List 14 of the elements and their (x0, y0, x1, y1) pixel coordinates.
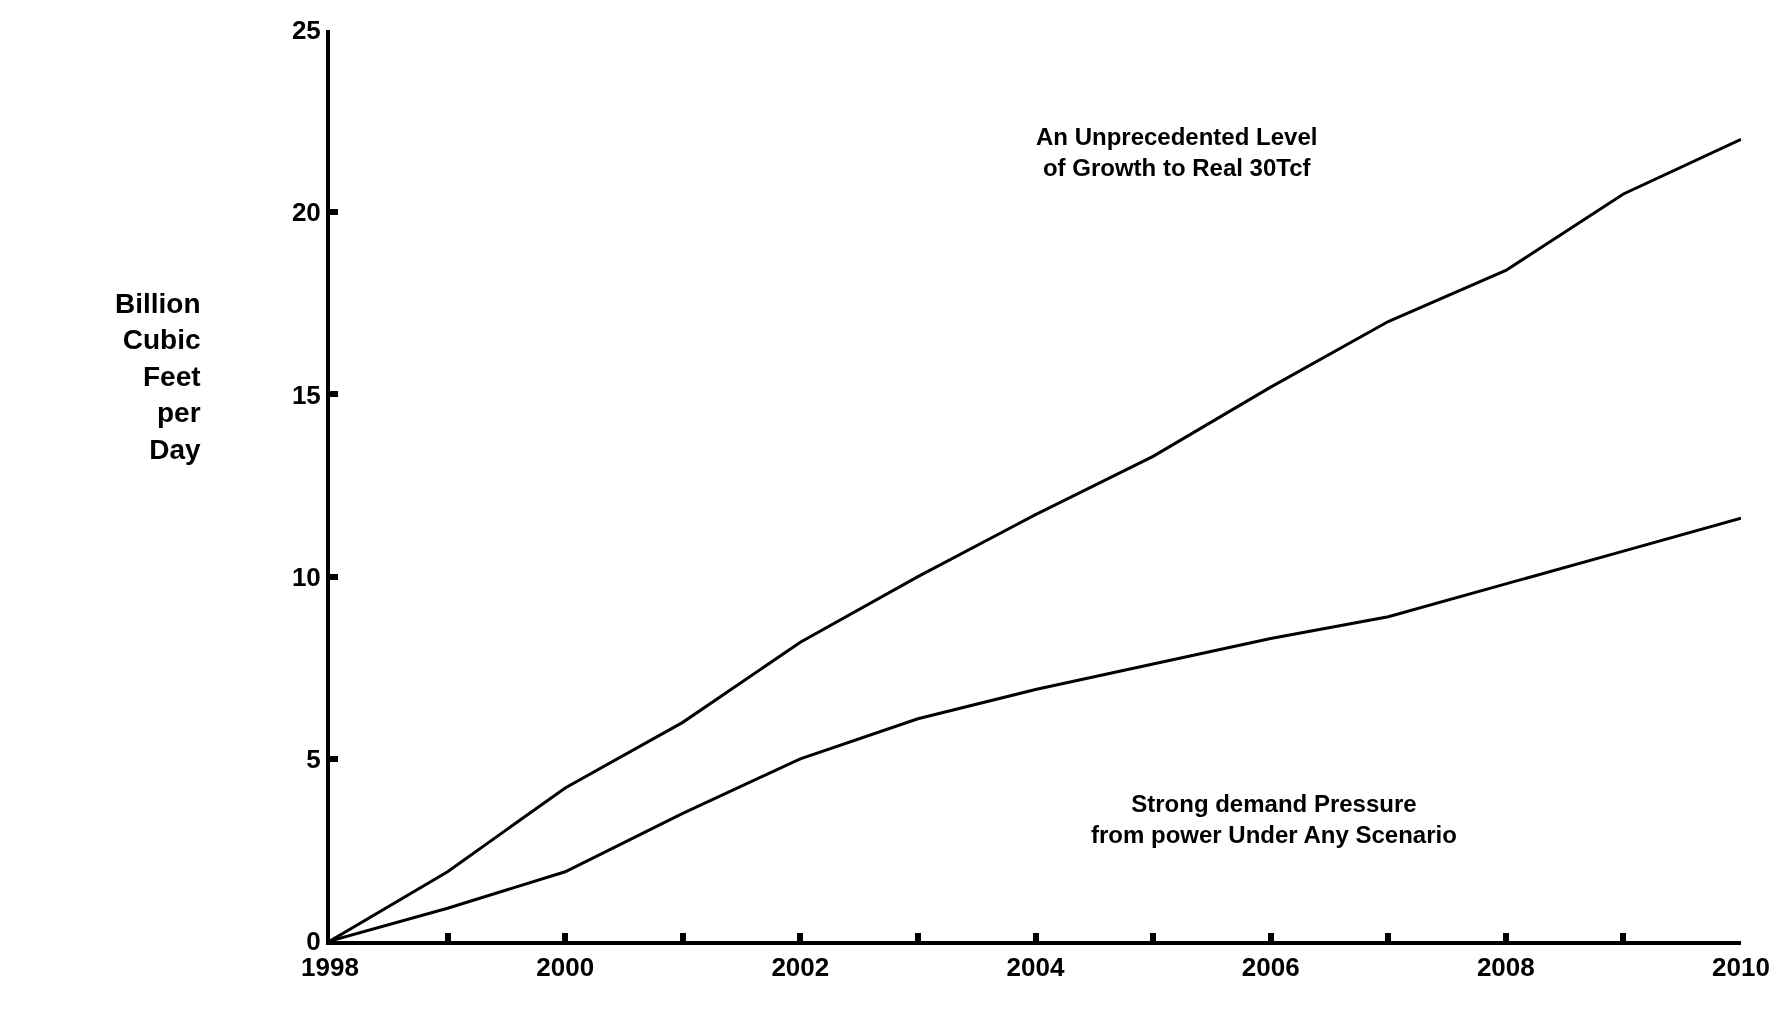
x-tick-label: 2008 (1476, 952, 1535, 983)
x-tick-label: 2010 (1712, 952, 1770, 983)
y-tick-label: 20 (291, 197, 321, 228)
y-tick-label: 25 (291, 15, 321, 46)
y-tick-label: 10 (291, 561, 321, 592)
x-tick-label: 2002 (771, 952, 830, 983)
annotation: Strong demand Pressure from power Under Any Scenario (1091, 790, 1457, 849)
y-tick-label: 15 (291, 379, 321, 410)
annotation: An Unprecedented Level of Growth to Real 30Tcf (1036, 123, 1318, 182)
y-tick-label: 5 (306, 743, 321, 774)
y-axis-title: Billion Cubic Feet per Day (115, 288, 201, 465)
x-tick-label: 2004 (1006, 952, 1065, 983)
x-tick-label: 2000 (536, 952, 595, 983)
x-tick-label: 2006 (1241, 952, 1300, 983)
